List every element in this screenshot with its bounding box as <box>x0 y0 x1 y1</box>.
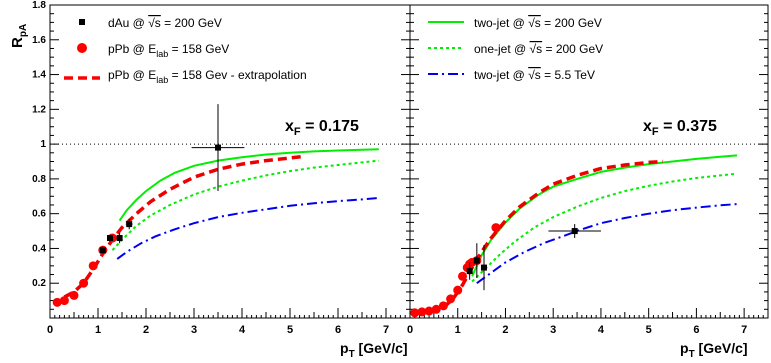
point-dAu_200 <box>215 144 221 151</box>
y-tick-label: 1.6 <box>32 35 46 46</box>
x-tick-label: 2 <box>143 324 149 336</box>
legend-label: two-jet @ √s = 5.5 TeV <box>474 68 595 82</box>
point-pPb_158 <box>52 297 62 307</box>
panel-right: 0 1 2 3 4 5 6 7 xF = 0.375 two-jet @ √s = 200 GeV… <box>407 4 769 336</box>
legend-marker <box>79 19 85 25</box>
y-tick-label: 0.4 <box>32 243 46 254</box>
x-tick-label: 1 <box>95 324 101 336</box>
x-tick-label: 7 <box>741 324 747 336</box>
x-axis-label-right: pT [GeV/c] <box>680 340 748 360</box>
legend-label: pPb @ Elab = 158 Gev - extrapolation <box>108 68 307 85</box>
point-pPb_158 <box>424 306 434 316</box>
legend-item-dAu: dAu @ √s = 200 GeV <box>79 16 222 30</box>
x-tick-label: 0 <box>47 324 53 336</box>
y-axis-label: RpA <box>9 24 29 48</box>
legend-label: one-jet @ √s = 200 GeV <box>474 42 603 56</box>
legend-item-pPb: pPb @ Elab = 158 GeV <box>77 42 229 59</box>
x-tick-label: 4 <box>239 324 246 336</box>
xf-annotation: xF = 0.175 <box>285 118 359 138</box>
x-tick-label: 0 <box>407 324 413 336</box>
point-dAu_200 <box>571 228 578 235</box>
y-tick-label: 0.2 <box>32 278 46 289</box>
legend-marker <box>77 43 87 53</box>
x-axis-label-left: pT [GeV/c] <box>340 340 408 360</box>
x-tick-label: 5 <box>646 324 652 336</box>
panel-left: 0 1 2 3 4 5 6 7 0.2 0.4 0.6 0.8 1 1.2 1.4 1.6 1.8 xF = 0.… <box>32 0 411 336</box>
y-tick-label: 0.6 <box>32 209 46 220</box>
point-pPb_158 <box>438 301 448 311</box>
point-pPb_158 <box>69 290 79 300</box>
point-dAu_200 <box>126 221 133 228</box>
legend-item-two_jet_200: two-jet @ √s = 200 GeV <box>428 16 602 30</box>
curve-one_jet_200 <box>471 172 738 283</box>
curve-two_jet_200 <box>118 148 379 222</box>
point-dAu_200 <box>107 235 113 242</box>
point-pPb_158 <box>446 294 456 304</box>
curve-pPb_extrapolation <box>63 154 305 299</box>
x-tick-label: 7 <box>383 324 389 336</box>
x-tick-label: 6 <box>693 324 699 336</box>
point-pPb_158 <box>431 304 441 314</box>
legend-label: two-jet @ √s = 200 GeV <box>474 16 602 30</box>
legend-label: pPb @ Elab = 158 GeV <box>108 42 229 59</box>
legend-item-one_jet_200: one-jet @ √s = 200 GeV <box>428 42 603 56</box>
curve-two_jet_5500 <box>476 203 738 285</box>
point-pPb_158 <box>410 308 420 318</box>
x-tick-label: 1 <box>455 324 461 336</box>
point-pPb_158 <box>491 223 501 233</box>
point-pPb_158 <box>417 307 427 317</box>
point-pPb_158 <box>59 296 69 306</box>
curve-two_jet_5500 <box>116 197 379 260</box>
legend-item-pPb_extrap: pPb @ Elab = 158 Gev - extrapolation <box>64 68 307 85</box>
y-tick-label: 1.2 <box>32 104 46 115</box>
point-dAu_200 <box>99 247 106 254</box>
y-tick-label: 1.4 <box>32 70 46 81</box>
curve-one_jet_200 <box>111 159 379 251</box>
x-tick-label: 3 <box>550 324 556 336</box>
point-pPb_158 <box>453 285 463 295</box>
y-tick-label: 1 <box>40 139 46 150</box>
y-tick-label: 1.8 <box>32 0 46 11</box>
xf-annotation: xF = 0.375 <box>643 118 717 138</box>
x-tick-label: 3 <box>191 324 197 336</box>
point-pPb_158 <box>79 278 89 288</box>
plot-frame <box>49 4 411 319</box>
point-pPb_158 <box>458 271 468 281</box>
curve-pPb_extrapolation <box>442 159 664 309</box>
point-pPb_158 <box>88 261 98 271</box>
x-tick-label: 2 <box>502 324 508 336</box>
x-tick-label: 5 <box>287 324 293 336</box>
legend-label: dAu @ √s = 200 GeV <box>108 16 222 30</box>
x-tick-label: 4 <box>598 324 605 336</box>
y-tick-label: 0.8 <box>32 174 46 185</box>
point-dAu_200 <box>473 257 480 264</box>
point-dAu_200 <box>116 235 123 242</box>
legend-item-two_jet_5500: two-jet @ √s = 5.5 TeV <box>428 68 595 82</box>
point-dAu_200 <box>466 268 473 275</box>
point-dAu_200 <box>480 264 487 271</box>
x-tick-label: 6 <box>335 324 341 336</box>
